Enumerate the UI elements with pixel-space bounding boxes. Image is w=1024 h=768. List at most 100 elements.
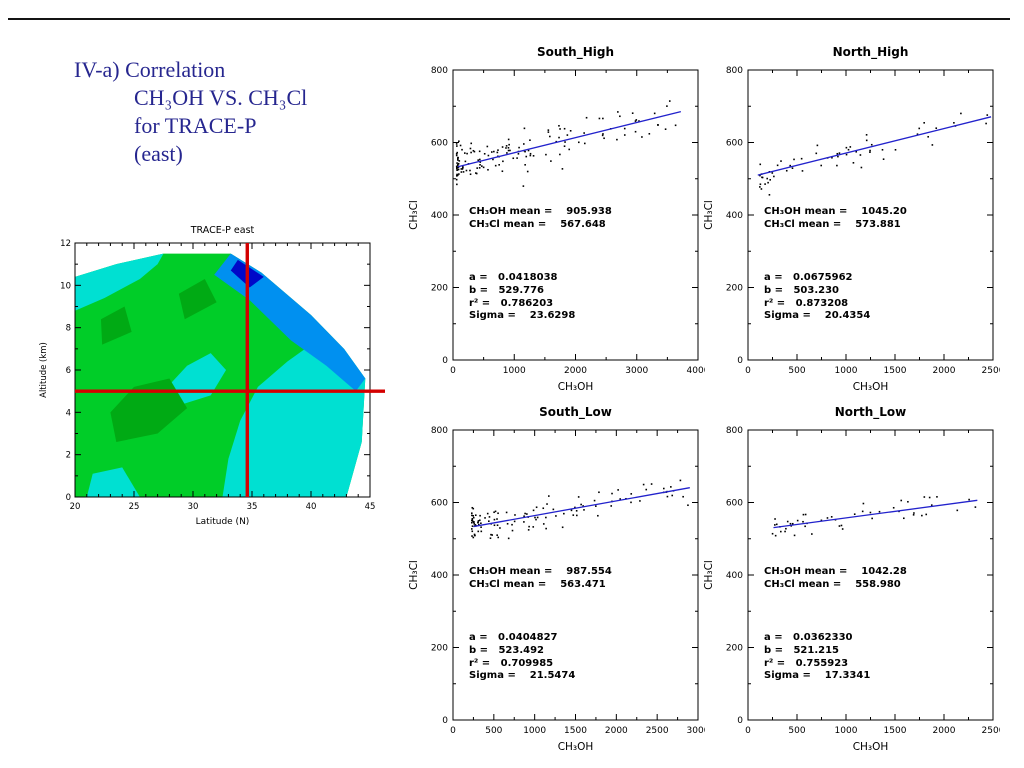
data-points [759,112,989,196]
svg-text:800: 800 [431,426,448,436]
svg-text:600: 600 [726,499,743,509]
svg-text:4: 4 [66,408,71,418]
svg-text:1000: 1000 [835,726,858,736]
svg-text:12: 12 [60,239,71,249]
data-points [470,479,689,540]
svg-text:0: 0 [442,716,448,726]
south-high-stats-means: CH₃OH mean = 905.938 CH₃Cl mean = 567.64… [469,206,612,230]
svg-text:200: 200 [431,284,448,294]
scatter-panel-south-low: South_Low 0 500 1000 1500 2000 2500 3000 0 200 400… [405,400,710,768]
y-axis-label: CH₃Cl [408,560,420,590]
x-axis-label: CH₃OH [558,381,594,393]
panel-title: North_Low [835,405,906,420]
south-low-stats-fit: a = 0.0404827 b = 523.492 r² = 0.709985 … [469,632,576,682]
svg-text:500: 500 [788,726,805,736]
axis-ticks [452,429,699,721]
svg-text:0: 0 [66,493,71,503]
x-axis-label: CH₃OH [558,741,594,753]
north-low-chart: North_Low 0 500 1000 1500 2000 2500 0 200 400 600 8… [703,405,1005,753]
tick-labels: 0 500 1000 1500 2000 2500 0 200 400 600 800 [726,66,1005,376]
svg-text:2000: 2000 [933,726,956,736]
svg-text:10: 10 [60,281,71,291]
svg-text:35: 35 [247,502,258,512]
y-axis-label: CH₃Cl [703,560,715,590]
svg-text:600: 600 [431,139,448,149]
slide-title-line-4: (east) [134,141,183,166]
svg-text:1000: 1000 [503,366,526,376]
svg-text:200: 200 [726,284,743,294]
svg-text:600: 600 [431,499,448,509]
svg-text:30: 30 [188,502,199,512]
svg-text:400: 400 [726,211,743,221]
data-points [455,100,677,187]
axis-ticks [747,69,994,361]
svg-text:500: 500 [485,726,502,736]
svg-text:45: 45 [365,502,376,512]
svg-text:400: 400 [726,571,743,581]
north-high-stats-fit: a = 0.0675962 b = 503.230 r² = 0.873208 … [764,272,871,322]
svg-text:8: 8 [66,324,71,334]
fit-line [457,110,682,168]
slide-title-line-3: for TRACE-P [134,113,257,138]
contour-title: TRACE-P east [190,225,255,236]
scatter-panel-north-low: North_Low 0 500 1000 1500 2000 2500 0 200 400 600 8… [700,400,1005,768]
svg-text:0: 0 [745,726,751,736]
axis-ticks [747,429,994,721]
y-axis-label: CH₃Cl [408,200,420,230]
trace-p-east-contour-chart: 20 25 30 35 40 45 0 2 4 6 8 10 12 TRACE-P east Latitud… [39,225,385,527]
slide-title-line-2: CH₃OH VS. CH₃Cl [134,85,308,110]
scatter-panel-north-high: North_High 0 500 1000 1500 2000 2500 0 200 400 600… [700,40,1005,408]
panel-title: South_Low [539,405,612,420]
svg-text:40: 40 [306,502,317,512]
fit-line [773,499,978,529]
south-high-stats-fit: a = 0.0418038 b = 529.776 r² = 0.786203 … [469,272,576,322]
svg-text:2: 2 [66,451,71,461]
south-low-chart: South_Low 0 500 1000 1500 2000 2500 3000 0 200 400… [408,405,710,753]
axis-ticks [452,69,699,361]
fit-line [757,116,992,176]
svg-text:2000: 2000 [605,726,628,736]
south-low-stats-means: CH₃OH mean = 987.554 CH₃Cl mean = 563.47… [469,566,612,590]
north-high-chart: North_High 0 500 1000 1500 2000 2500 0 200 400 600… [703,45,1005,393]
svg-text:600: 600 [726,139,743,149]
svg-text:1500: 1500 [564,726,587,736]
north-low-stats-means: CH₃OH mean = 1042.28 CH₃Cl mean = 558.98… [764,566,907,590]
svg-text:800: 800 [726,66,743,76]
slide-top-border [8,18,1010,20]
svg-text:3000: 3000 [687,726,705,736]
contour-regions [75,253,366,497]
slide-title: IV-a) Correlation CH₃OH VS. CH₃Cl for TR… [74,56,307,168]
svg-text:0: 0 [450,726,456,736]
svg-text:2500: 2500 [982,366,1000,376]
tick-labels: 20 25 30 35 40 45 0 2 4 6 8 10 12 [60,239,375,512]
north-high-stats-means: CH₃OH mean = 1045.20 CH₃Cl mean = 573.88… [764,206,907,230]
svg-text:0: 0 [737,716,743,726]
y-axis-label: Altitude (km) [39,342,49,398]
svg-text:1000: 1000 [835,366,858,376]
svg-text:2500: 2500 [982,726,1000,736]
svg-text:500: 500 [788,366,805,376]
svg-text:0: 0 [450,366,456,376]
axis-ticks [74,242,371,498]
x-axis-label: Latitude (N) [196,517,250,527]
svg-text:1500: 1500 [884,366,907,376]
fit-line [473,487,690,528]
panel-title: South_High [537,45,614,60]
data-points [771,496,977,537]
y-axis-label: CH₃Cl [703,200,715,230]
svg-text:0: 0 [737,356,743,366]
svg-text:6: 6 [66,366,71,376]
svg-text:2000: 2000 [933,366,956,376]
panel-title: North_High [833,45,909,60]
svg-text:0: 0 [745,366,751,376]
x-axis-label: CH₃OH [853,381,889,393]
svg-text:20: 20 [70,502,81,512]
slide-title-line-1: IV-a) Correlation [74,57,226,82]
svg-text:1000: 1000 [523,726,546,736]
svg-text:400: 400 [431,571,448,581]
